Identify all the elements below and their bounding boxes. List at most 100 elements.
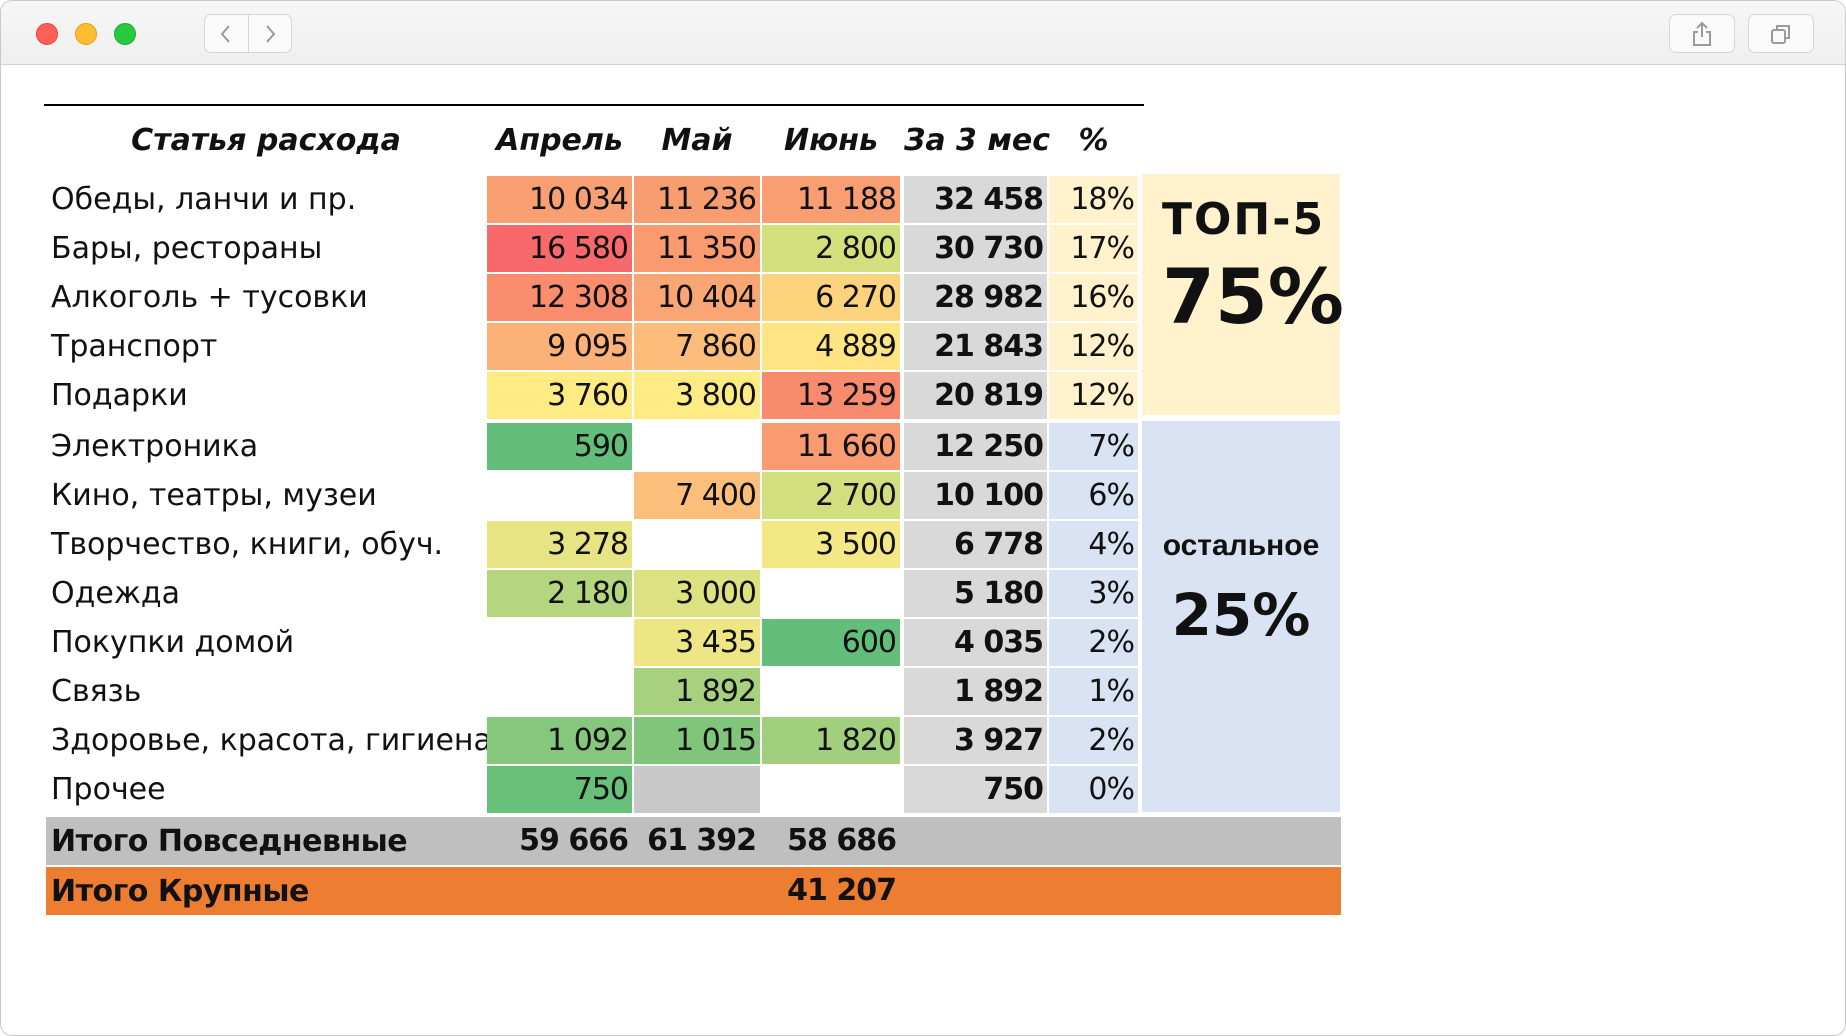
cell-april: 9 095: [487, 323, 632, 370]
forward-button[interactable]: [247, 15, 292, 52]
cell-total: 750: [904, 766, 1047, 813]
row-label: Алкоголь + тусовки: [51, 280, 368, 315]
cell-percent: 17%: [1049, 225, 1138, 272]
summary-daily-june: 58 686: [787, 823, 897, 858]
cell-april: [487, 472, 632, 519]
cell-total: 3 927: [904, 717, 1047, 764]
row-label: Транспорт: [51, 329, 218, 364]
navigation-buttons: [204, 14, 292, 53]
cell-percent: 12%: [1049, 372, 1138, 419]
summary-daily-may: 61 392: [647, 823, 757, 858]
cell-april: 12 308: [487, 274, 632, 321]
cell-april: [487, 668, 632, 715]
row-label: Творчество, книги, обуч.: [51, 527, 444, 562]
table-row: Прочее 750 750 0%: [1, 766, 1141, 813]
cell-april: 3 278: [487, 521, 632, 568]
cell-total: 28 982: [904, 274, 1047, 321]
cell-may: 11 236: [634, 176, 760, 223]
summary-big-june: 41 207: [787, 873, 897, 908]
cell-april: [487, 619, 632, 666]
cell-total: 32 458: [904, 176, 1047, 223]
table-row: Творчество, книги, обуч. 3 278 3 500 6 778 4…: [1, 521, 1141, 568]
cell-percent: 1%: [1049, 668, 1138, 715]
row-label: Связь: [51, 674, 142, 709]
cell-june: 11 188: [762, 176, 900, 223]
table-row: Здоровье, красота, гигиена 1 092 1 015 1 82…: [1, 717, 1141, 764]
cell-percent: 7%: [1049, 423, 1138, 470]
summary-big-label: Итого Крупные: [51, 874, 309, 909]
summary-big-row: Итого Крупные 41 207: [46, 867, 1341, 915]
cell-may: 3 000: [634, 570, 760, 617]
cell-total: 6 778: [904, 521, 1047, 568]
cell-percent: 6%: [1049, 472, 1138, 519]
cell-may: [634, 766, 760, 813]
table-row: Связь 1 892 1 892 1%: [1, 668, 1141, 715]
back-button[interactable]: [205, 15, 248, 52]
header-total: За 3 мес: [904, 123, 1050, 158]
cell-june: [762, 668, 900, 715]
cell-may: 1 015: [634, 717, 760, 764]
row-label: Прочее: [51, 772, 166, 807]
header-percent: %: [1078, 123, 1109, 158]
cell-june: [762, 766, 900, 813]
cell-june: 13 259: [762, 372, 900, 419]
cell-june: [762, 570, 900, 617]
top5-title: ТОП-5: [1162, 194, 1326, 245]
cell-may: 3 800: [634, 372, 760, 419]
share-button[interactable]: [1669, 14, 1735, 53]
cell-may: 1 892: [634, 668, 760, 715]
cell-april: 1 092: [487, 717, 632, 764]
cell-total: 10 100: [904, 472, 1047, 519]
cell-total: 5 180: [904, 570, 1047, 617]
cell-april: 750: [487, 766, 632, 813]
table-top-rule: [44, 104, 1144, 106]
cell-june: 600: [762, 619, 900, 666]
header-april: Апрель: [496, 123, 623, 158]
table-row: Одежда 2 180 3 000 5 180 3%: [1, 570, 1141, 617]
table-row: Электроника 590 11 660 12 250 7%: [1, 423, 1141, 470]
cell-percent: 2%: [1049, 619, 1138, 666]
row-label: Покупки домой: [51, 625, 295, 660]
cell-may: 11 350: [634, 225, 760, 272]
title-bar: [1, 1, 1845, 65]
cell-percent: 12%: [1049, 323, 1138, 370]
cell-april: 590: [487, 423, 632, 470]
table-row: Бары, рестораны 16 580 11 350 2 800 30 730 17…: [1, 225, 1141, 272]
row-label: Одежда: [51, 576, 180, 611]
top5-value: 75%: [1162, 252, 1344, 341]
cell-june: 11 660: [762, 423, 900, 470]
rest-panel: остальное 25%: [1142, 421, 1340, 812]
summary-big-april: [487, 867, 632, 915]
zoom-window-button[interactable]: [114, 23, 136, 45]
row-label: Подарки: [51, 378, 188, 413]
table-row: Покупки домой 3 435 600 4 035 2%: [1, 619, 1141, 666]
row-label: Здоровье, красота, гигиена: [51, 723, 492, 758]
cell-june: 2 800: [762, 225, 900, 272]
rest-value: 25%: [1171, 581, 1311, 649]
cell-percent: 18%: [1049, 176, 1138, 223]
cell-total: 1 892: [904, 668, 1047, 715]
tabs-icon: [1771, 24, 1790, 44]
table-row: Обеды, ланчи и пр. 10 034 11 236 11 188 32 4…: [1, 176, 1141, 223]
cell-may: 10 404: [634, 274, 760, 321]
cell-june: 3 500: [762, 521, 900, 568]
cell-april: 10 034: [487, 176, 632, 223]
cell-april: 16 580: [487, 225, 632, 272]
close-window-button[interactable]: [36, 23, 58, 45]
summary-daily-april: 59 666: [519, 823, 629, 858]
cell-april: 3 760: [487, 372, 632, 419]
cell-june: 6 270: [762, 274, 900, 321]
tabs-button[interactable]: [1748, 14, 1814, 53]
cell-percent: 16%: [1049, 274, 1138, 321]
top5-panel: ТОП-5 75%: [1142, 174, 1344, 415]
row-label: Электроника: [51, 429, 259, 464]
cell-percent: 2%: [1049, 717, 1138, 764]
minimize-window-button[interactable]: [75, 23, 97, 45]
rest-title: остальное: [1162, 529, 1320, 562]
cell-total: 30 730: [904, 225, 1047, 272]
row-label: Бары, рестораны: [51, 231, 323, 266]
cell-percent: 3%: [1049, 570, 1138, 617]
summary-big-may: [634, 867, 760, 915]
header-may: Май: [661, 123, 733, 158]
